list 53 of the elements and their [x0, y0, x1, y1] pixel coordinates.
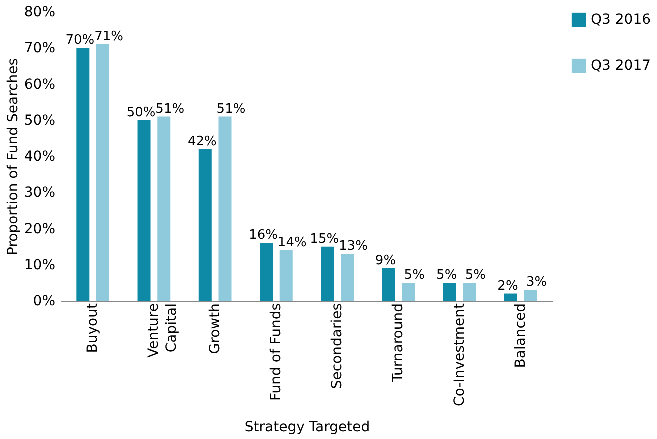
bar: [321, 246, 334, 301]
data-label: 5%: [404, 268, 425, 283]
data-label: 5%: [436, 268, 458, 283]
data-label: 14%: [278, 235, 307, 250]
y-tick-label: 40%: [24, 149, 56, 165]
y-tick-label: 60%: [24, 76, 56, 93]
data-label: 3%: [526, 275, 548, 290]
data-label: 2%: [498, 278, 518, 294]
y-tick-label: 0%: [33, 294, 56, 310]
data-label: 51%: [156, 102, 185, 117]
data-label: 15%: [310, 232, 340, 247]
x-tick-label: Balanced: [512, 304, 529, 368]
x-axis-title: Strategy Targeted: [244, 419, 370, 436]
data-label: 42%: [188, 134, 217, 150]
bar: [96, 44, 110, 301]
bar: [443, 282, 456, 301]
bar: [198, 149, 212, 301]
data-label: 50%: [126, 105, 156, 120]
bar: [524, 290, 538, 301]
data-label: 16%: [249, 228, 278, 244]
data-label: 71%: [94, 30, 124, 45]
bar: [463, 282, 476, 301]
x-tick-label: Buyout: [85, 303, 102, 354]
data-label: 5%: [465, 268, 486, 283]
bar: [382, 268, 396, 301]
x-tick-label: Growth: [207, 304, 224, 354]
x-tick-label: Co-Investment: [452, 302, 468, 406]
bar: [76, 48, 90, 301]
legend-label: Q3 2016: [591, 12, 652, 28]
y-tick-label: 20%: [24, 221, 56, 238]
bar: [218, 116, 232, 301]
bar: [504, 294, 518, 301]
data-label: 9%: [375, 253, 396, 268]
x-tick-label: Venture Capital: [146, 304, 180, 358]
y-tick-label: 10%: [24, 257, 56, 274]
bar: [158, 116, 171, 301]
x-tick-label: Fund of Funds: [268, 304, 284, 402]
bar: [402, 282, 416, 301]
y-axis-title: Proportion of Fund Searches: [5, 58, 22, 256]
x-tick-label: Turnaround: [390, 304, 407, 384]
bar: [260, 243, 274, 301]
bar: [138, 120, 151, 301]
y-tick-label: 30%: [24, 185, 56, 202]
data-label: 70%: [66, 33, 95, 48]
data-label: 51%: [216, 102, 246, 117]
x-tick-label: Secondaries: [330, 304, 346, 390]
legend-label: Q3 2017: [591, 58, 652, 74]
bar: [280, 250, 293, 301]
bar: [340, 254, 354, 301]
y-tick-label: 70%: [24, 40, 56, 57]
y-tick-label: 80%: [24, 4, 56, 20]
y-tick-label: 50%: [24, 112, 56, 129]
data-label: 13%: [339, 239, 368, 254]
